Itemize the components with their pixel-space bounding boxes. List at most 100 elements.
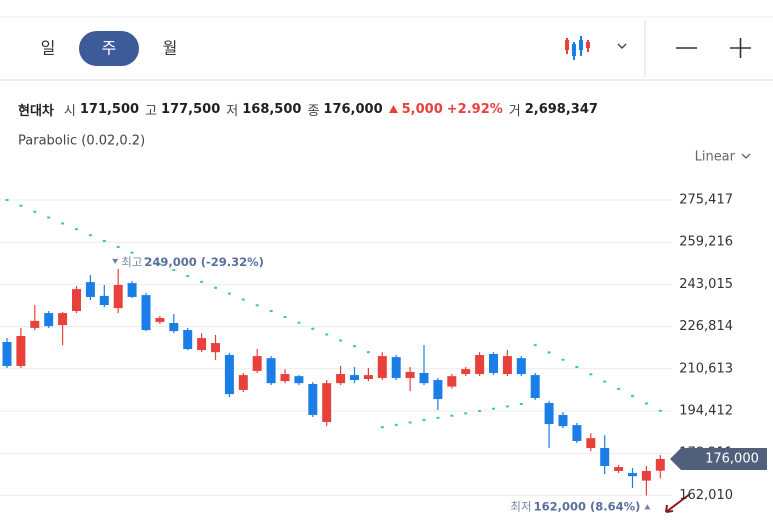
dropdown-chevron[interactable] bbox=[617, 43, 627, 49]
candle-body bbox=[628, 473, 637, 477]
sar-dot bbox=[241, 298, 245, 301]
candle-body bbox=[350, 375, 359, 381]
tab[interactable]: 일 bbox=[41, 39, 56, 58]
candle-body bbox=[224, 355, 234, 395]
candle-body bbox=[391, 357, 401, 378]
zoom-in[interactable] bbox=[730, 38, 751, 58]
scale-mode[interactable]: Linear bbox=[695, 150, 736, 165]
y-tick-label: 162,010 bbox=[679, 488, 733, 503]
candle-body bbox=[294, 376, 304, 384]
sar-dot bbox=[603, 380, 607, 383]
candle-body bbox=[419, 373, 429, 384]
quote-label: 고 bbox=[145, 104, 158, 119]
candle-body bbox=[252, 356, 262, 371]
candle-body bbox=[655, 458, 665, 471]
sar-dot bbox=[658, 409, 662, 412]
max-marker bbox=[112, 258, 119, 264]
candle-body bbox=[266, 358, 276, 384]
candle-body bbox=[530, 375, 540, 399]
candle-body bbox=[502, 356, 512, 375]
candle-body bbox=[377, 356, 387, 378]
sar-dot bbox=[589, 373, 593, 376]
sar-dot bbox=[394, 423, 398, 426]
sar-dot bbox=[297, 321, 301, 324]
y-tick-label: 210,613 bbox=[679, 361, 733, 376]
up-triangle bbox=[388, 105, 398, 113]
candle-body bbox=[183, 330, 193, 350]
sar-dot bbox=[311, 327, 315, 330]
min-label: 최저 162,000 (8.64%) bbox=[510, 499, 640, 513]
candle-body bbox=[614, 467, 624, 471]
sar-dot bbox=[255, 304, 259, 307]
sar-dot bbox=[172, 269, 176, 272]
change: 5,000 bbox=[401, 102, 443, 117]
candle-body bbox=[58, 313, 68, 326]
candle-body bbox=[600, 448, 610, 467]
candle-body bbox=[322, 383, 332, 422]
candle-body bbox=[99, 295, 109, 306]
y-tick-label: 275,417 bbox=[679, 193, 733, 208]
sar-dot bbox=[353, 345, 356, 348]
min-marker bbox=[644, 504, 651, 510]
sar-dot bbox=[644, 402, 648, 405]
candle-body bbox=[44, 313, 54, 327]
sar-dot bbox=[5, 199, 9, 202]
candle-body bbox=[572, 425, 582, 441]
sar-dot bbox=[227, 292, 231, 295]
volume-label: 거 bbox=[508, 104, 521, 119]
sar-dot bbox=[450, 414, 454, 417]
candle-body bbox=[405, 371, 415, 378]
max-label-value: 249,000 (-29.32%) bbox=[144, 254, 264, 268]
change-pct: +2.92% bbox=[446, 102, 503, 117]
sar-dot bbox=[88, 234, 92, 237]
sar-dot bbox=[547, 351, 551, 354]
candle-body bbox=[30, 320, 40, 328]
sar-dot bbox=[186, 275, 190, 278]
volume: 2,698,347 bbox=[524, 102, 598, 117]
chart-type-icon[interactable] bbox=[565, 36, 590, 60]
sar-dot bbox=[158, 263, 162, 266]
candle-body bbox=[336, 374, 346, 384]
quote-bar: 현대차 시 171,500 고 177,500 저 168,500 종 176,000 5,000… bbox=[18, 100, 598, 119]
quote-label: 저 bbox=[226, 104, 239, 119]
quote-value: 171,500 bbox=[79, 102, 140, 117]
quote-value: 177,500 bbox=[161, 102, 221, 117]
candle-body bbox=[641, 470, 651, 481]
sar-dot bbox=[575, 366, 579, 369]
candle-body bbox=[113, 284, 123, 309]
y-tick-label: 226,814 bbox=[679, 319, 733, 334]
tab[interactable]: 월 bbox=[163, 39, 178, 58]
sar-dot bbox=[339, 339, 343, 342]
sar-dot bbox=[492, 407, 495, 410]
tab[interactable]: 주 bbox=[102, 39, 117, 58]
candle-body bbox=[155, 318, 165, 322]
candle-body bbox=[461, 369, 471, 375]
quote-label: 종 bbox=[307, 104, 320, 119]
sar-dot bbox=[366, 351, 370, 354]
sar-dot bbox=[422, 419, 426, 422]
candle-body bbox=[308, 383, 318, 415]
sar-dot bbox=[75, 228, 78, 231]
sar-dot bbox=[269, 310, 273, 313]
scale-chevron[interactable] bbox=[741, 153, 751, 159]
sar-dot bbox=[631, 395, 634, 398]
candle-body bbox=[544, 402, 554, 425]
candle-body bbox=[85, 282, 95, 297]
quote-value: 176,000 bbox=[323, 102, 383, 117]
max-label-word: 최고 bbox=[121, 254, 142, 268]
candle-body bbox=[127, 283, 137, 297]
sar-dot bbox=[116, 245, 120, 248]
candle-body bbox=[72, 289, 81, 312]
candle-body bbox=[16, 336, 26, 366]
y-tick-label: 259,216 bbox=[679, 235, 733, 250]
candle-body bbox=[280, 374, 290, 382]
candle-body bbox=[489, 353, 498, 374]
pointer-arrow bbox=[665, 493, 691, 513]
candle-body bbox=[475, 355, 485, 375]
sar-dot bbox=[561, 358, 565, 361]
candle-body bbox=[516, 358, 526, 375]
sar-dot bbox=[214, 286, 217, 289]
candle-body bbox=[141, 295, 151, 331]
